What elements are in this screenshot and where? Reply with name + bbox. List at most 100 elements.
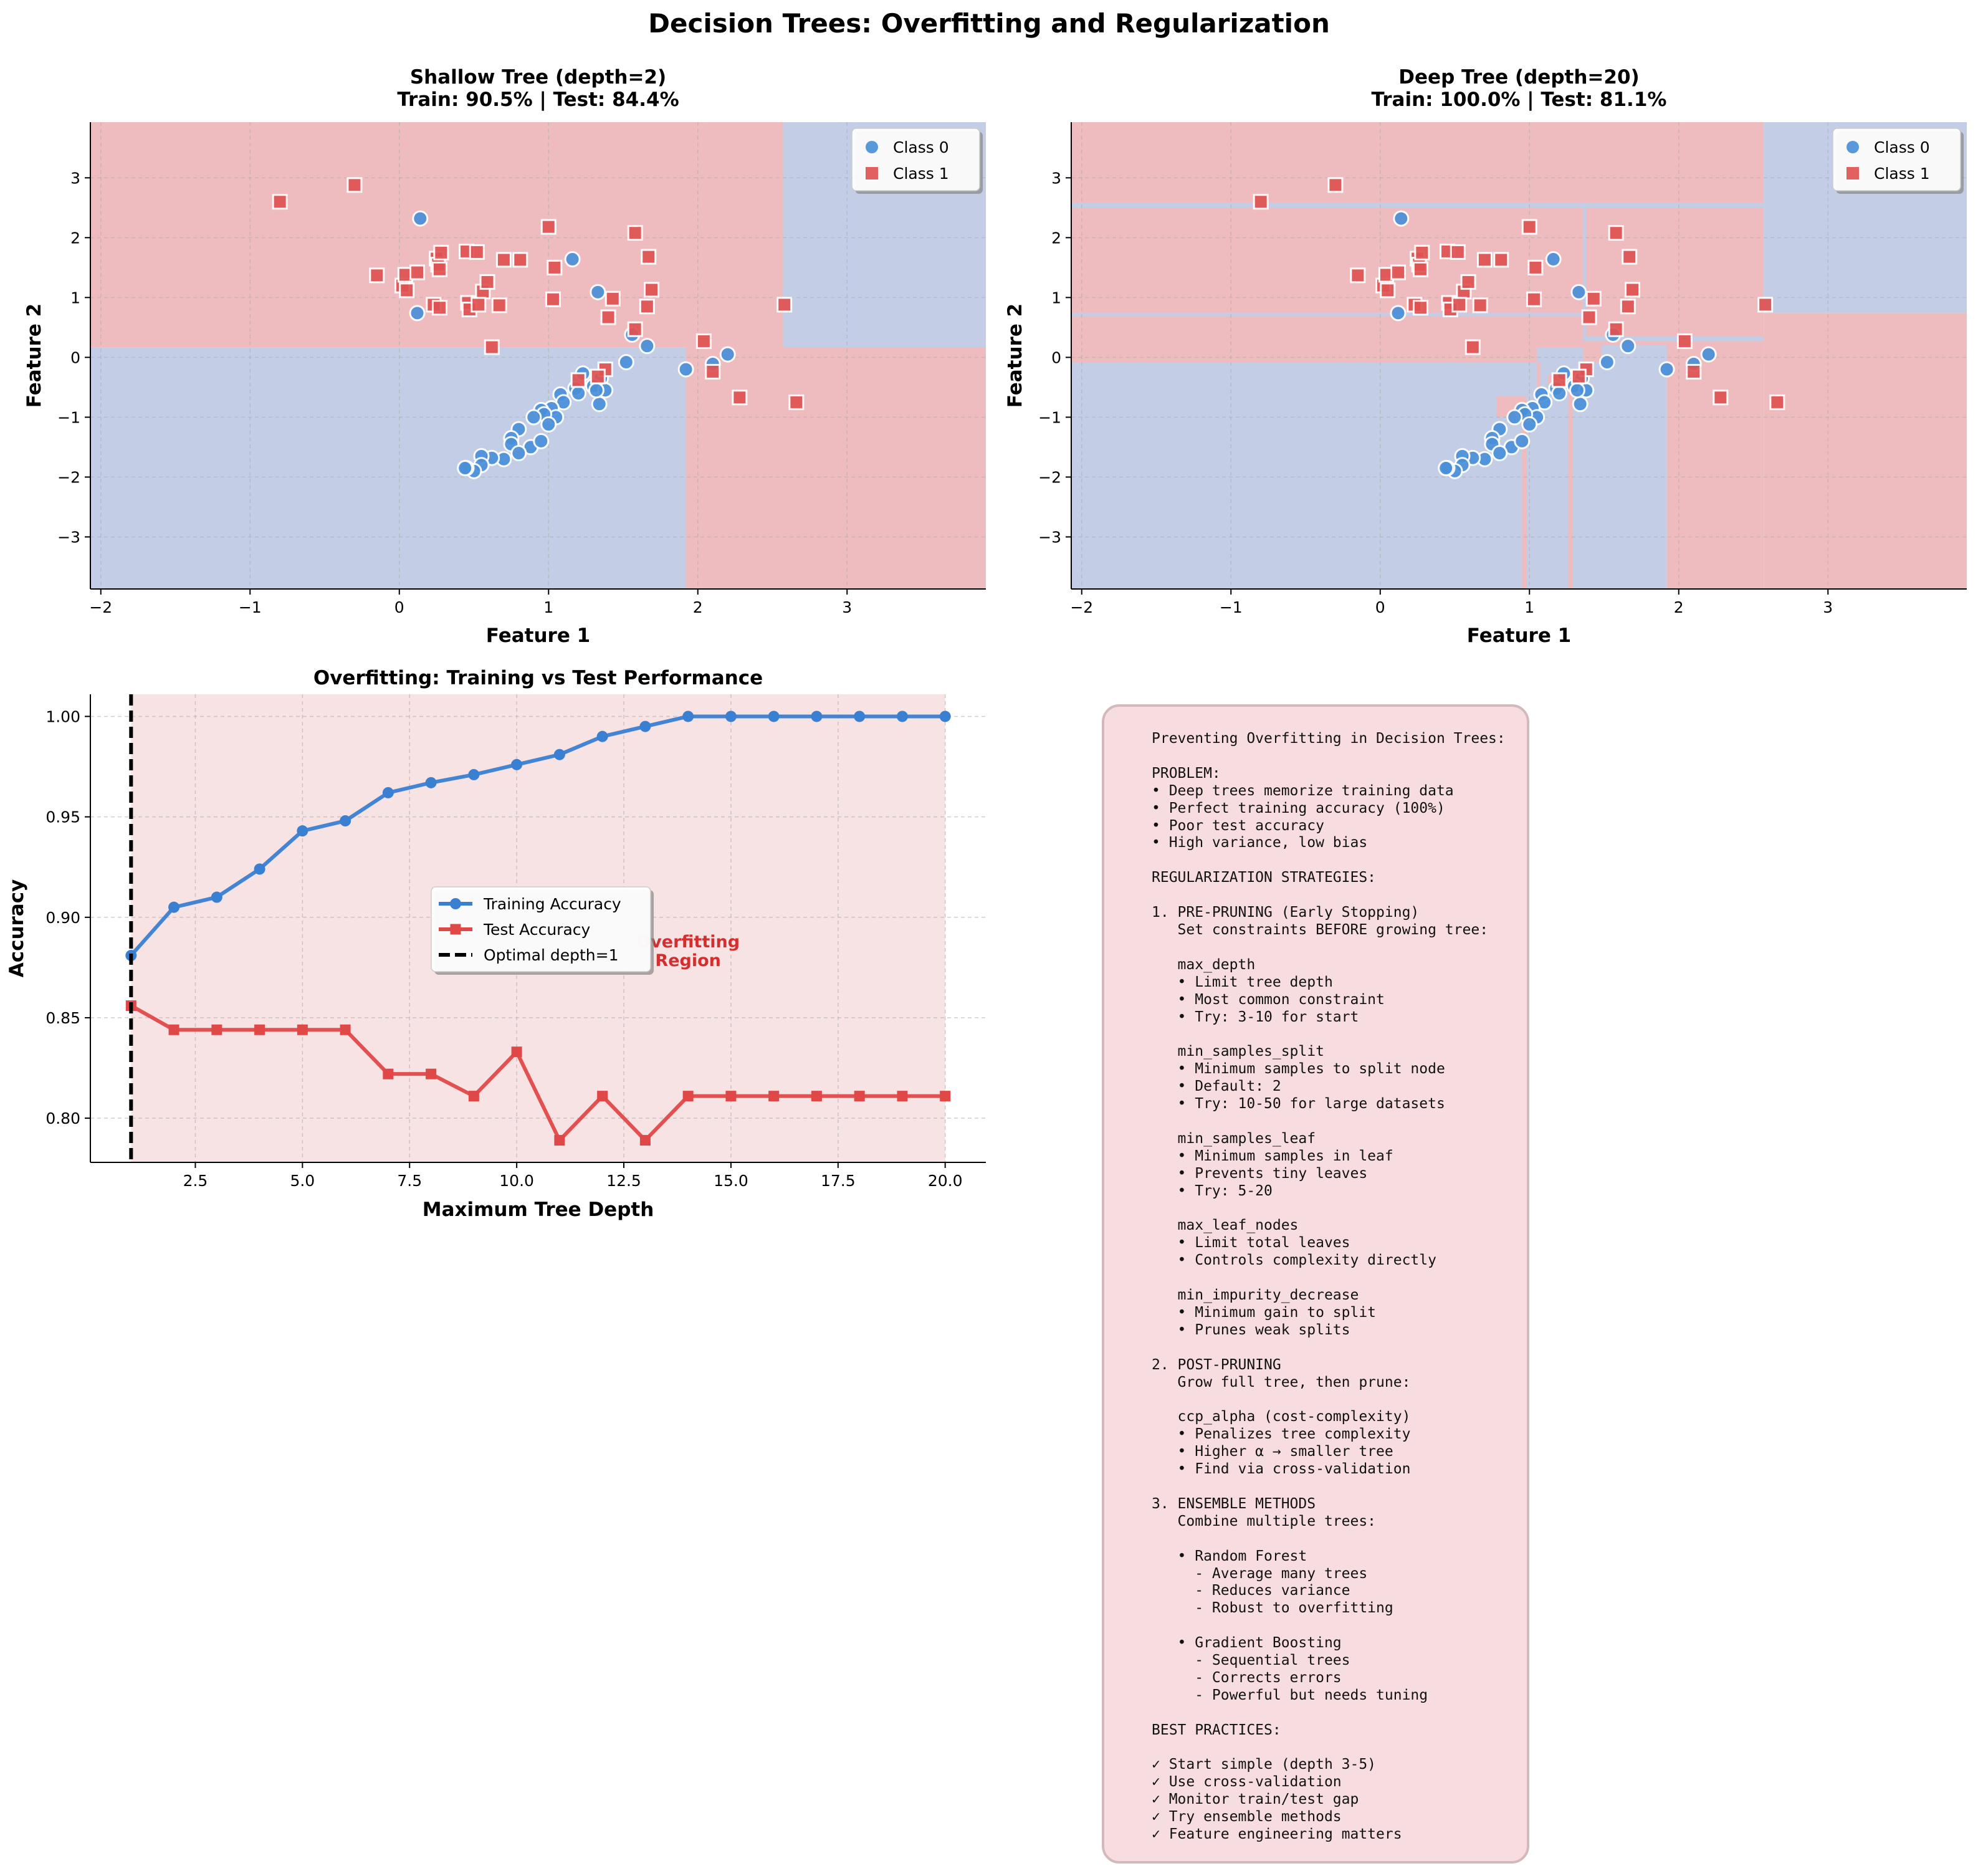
x-tick-label: 0	[394, 598, 404, 616]
x-tick-label: 2	[1674, 598, 1684, 616]
class-0-point	[1438, 460, 1455, 477]
class-1-point	[272, 194, 288, 210]
x-tick-label: 12.5	[606, 1172, 641, 1190]
overfitting-annotation: Region	[655, 951, 720, 970]
x-axis-label: Maximum Tree Depth	[423, 1199, 654, 1221]
test-accuracy-point	[897, 1091, 908, 1102]
class-1-point	[1451, 297, 1468, 313]
legend: Training Accuracy Test Accuracy Optimal de…	[431, 886, 654, 975]
x-tick-label: −1	[239, 598, 262, 616]
class-0-point	[409, 305, 426, 322]
y-tick-label: 1	[70, 289, 80, 307]
training-accuracy-point	[168, 901, 180, 913]
x-tick-label: −2	[89, 598, 112, 616]
class-0-point	[618, 354, 634, 371]
x-tick-label: −2	[1070, 598, 1093, 616]
class-1-point	[570, 372, 586, 388]
test-accuracy-point	[811, 1091, 822, 1102]
class-1-point	[1551, 372, 1567, 388]
class-0-point	[1700, 346, 1717, 363]
class-1-point	[1622, 249, 1638, 265]
class-0-point	[588, 382, 604, 399]
y-tick-label: −1	[1038, 408, 1061, 426]
training-accuracy-point	[297, 825, 308, 837]
class-1-point	[1608, 225, 1624, 241]
decision-region-class-1	[1522, 417, 1527, 589]
class-1-point	[369, 267, 385, 284]
training-accuracy-point	[939, 711, 951, 722]
class-0-point	[540, 416, 557, 433]
test-accuracy-point	[468, 1091, 479, 1102]
class-1-point	[1412, 300, 1428, 316]
class-0-point	[564, 251, 581, 267]
y-tick-label: 0.90	[45, 909, 80, 927]
x-tick-label: 3	[842, 598, 852, 616]
legend-marker	[450, 924, 461, 935]
class-1-point	[1327, 177, 1344, 193]
y-tick-label: −3	[1038, 528, 1061, 546]
x-axis-label: Feature 1	[1467, 625, 1571, 647]
test-accuracy-point	[340, 1024, 351, 1035]
class-0-point	[1570, 284, 1587, 300]
class-0-point	[590, 284, 606, 300]
class-1-point	[547, 259, 563, 275]
decision-region-class-0	[1583, 336, 1764, 342]
training-accuracy-point	[553, 749, 565, 760]
class-1-point	[1527, 259, 1544, 275]
decision-region-class-1	[686, 347, 986, 589]
legend-frame	[1832, 128, 1961, 191]
class-0-point	[1598, 354, 1615, 371]
x-tick-label: −1	[1220, 598, 1243, 616]
class-0-point	[1390, 305, 1407, 322]
y-tick-label: 0.85	[45, 1009, 80, 1027]
class-1-point	[469, 244, 485, 260]
decision-regions	[1071, 122, 1967, 589]
y-tick-label: 0	[1051, 348, 1061, 366]
legend-marker	[450, 898, 461, 909]
training-accuracy-line	[130, 714, 945, 957]
x-tick-label: 20.0	[928, 1172, 963, 1190]
legend-label: Test Accuracy	[483, 921, 591, 939]
test-accuracy-point	[168, 1024, 179, 1035]
x-tick-label: 0	[1375, 598, 1385, 616]
test-accuracy-point	[211, 1024, 222, 1035]
class-1-point	[1414, 244, 1430, 261]
class-1-point	[1686, 363, 1702, 380]
y-tick-label: −2	[1038, 468, 1061, 486]
decision-region-class-1	[1568, 384, 1573, 589]
legend-label: Class 0	[893, 138, 949, 156]
class-1-point	[491, 297, 507, 313]
test-accuracy-point	[597, 1091, 608, 1102]
decision-region-class-0	[1583, 208, 1587, 337]
test-accuracy-point	[426, 1068, 437, 1079]
x-tick-label: 7.5	[397, 1172, 422, 1190]
y-tick-label: −1	[57, 408, 80, 426]
class-1-point	[1412, 261, 1428, 277]
class-0-point	[677, 361, 694, 378]
class-1-point	[1464, 339, 1481, 355]
test-accuracy-point	[940, 1091, 951, 1102]
training-accuracy-point	[340, 815, 351, 827]
test-accuracy-point	[639, 1135, 651, 1146]
class-1-point	[1350, 267, 1366, 284]
class-1-point	[1493, 252, 1509, 268]
y-tick-label: 2	[1051, 229, 1061, 247]
class-1-point	[545, 291, 561, 307]
class-1-point	[433, 244, 449, 261]
decision-region-class-0	[1071, 313, 1584, 317]
x-tick-label: 15.0	[714, 1172, 748, 1190]
class-1-point	[644, 282, 660, 298]
class-0-point	[1620, 338, 1636, 355]
x-tick-label: 5.0	[290, 1172, 315, 1190]
class-1-point	[431, 300, 447, 316]
chart-title-line: Train: 100.0% | Test: 81.1%	[1372, 89, 1667, 111]
legend-label: Class 0	[1874, 138, 1930, 156]
class-1-point	[1570, 368, 1587, 385]
deep-tree-panel: −2 −1 0 1 2 3 −3 −2 −1 0 1 2 3 Feature 1 Feature 2 Deep…	[1004, 66, 1967, 647]
y-tick-label: 1.00	[45, 707, 80, 725]
training-accuracy-point	[596, 730, 608, 742]
legend-marker	[1847, 141, 1859, 153]
y-axis-label: Accuracy	[6, 879, 28, 978]
